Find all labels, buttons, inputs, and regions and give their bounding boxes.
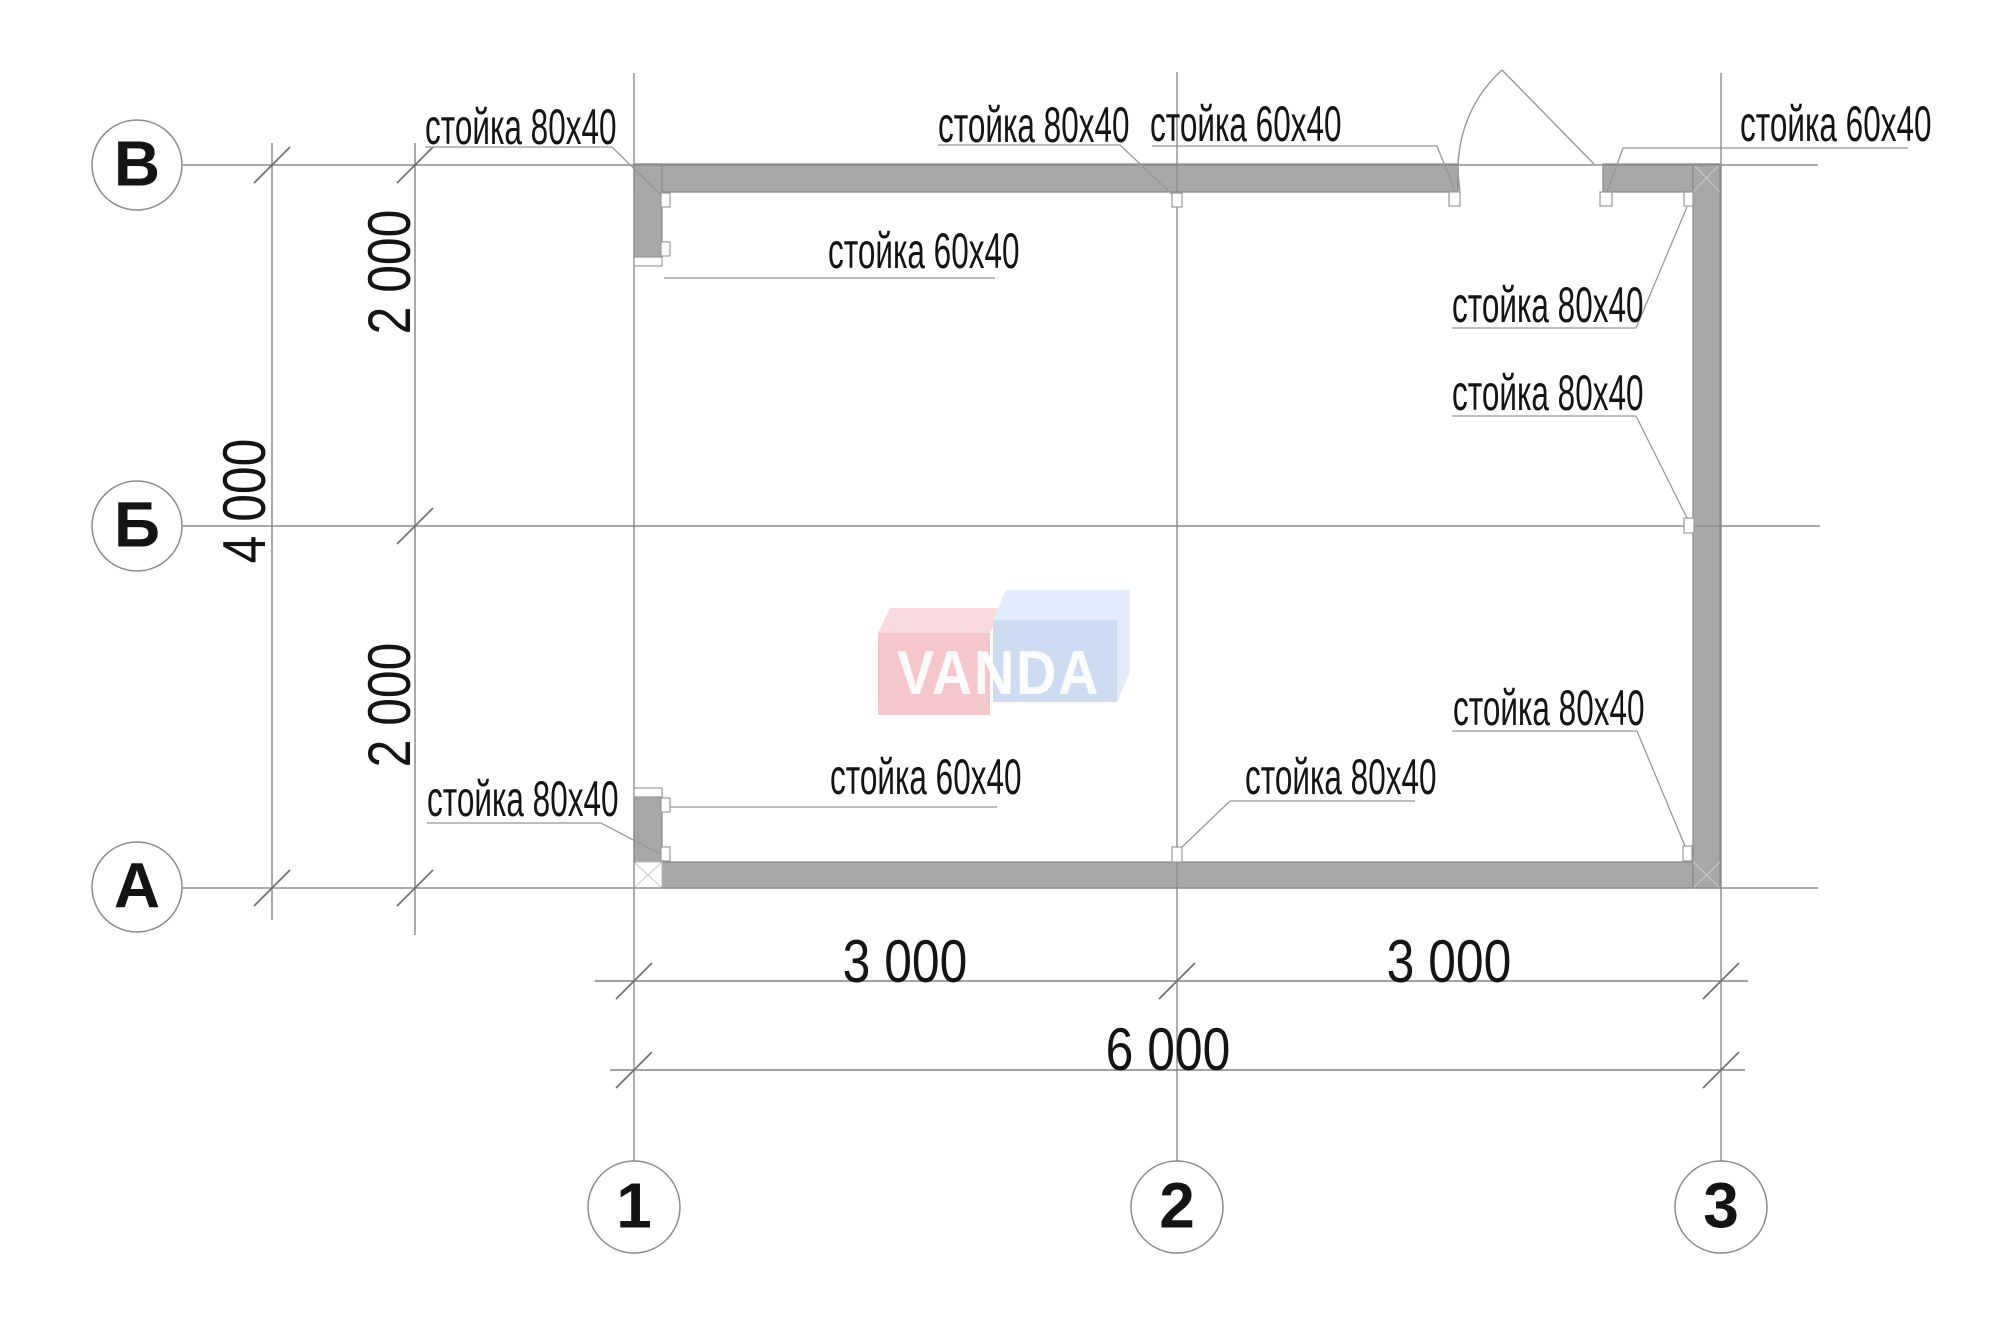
dimension-lines	[271, 143, 1748, 1071]
axis-label-col-2: 2	[1159, 1169, 1195, 1242]
stud-door-right	[1599, 191, 1613, 207]
dim-text-2000-bottom: 2 000	[356, 642, 423, 768]
leader-bottom-middle	[1179, 800, 1415, 850]
dim-text-3000-left: 3 000	[842, 928, 968, 995]
dim-text-4000: 4 000	[211, 438, 278, 564]
axis-label-col-3: 3	[1703, 1169, 1739, 1242]
axis-bubble-col-3	[1674, 1160, 1768, 1254]
stud-label-bottom-middle: стойка 80х40	[1245, 749, 1437, 805]
stud-bottom-left-lower	[660, 846, 671, 862]
logo-text: VANDA	[897, 639, 1101, 708]
wall-corner-junctions	[633, 163, 1721, 889]
dim-text-6000: 6 000	[1105, 1016, 1231, 1083]
axis-bubbles	[91, 119, 1768, 1254]
leader-right-lower	[1452, 415, 1688, 519]
stud-bottom-axis2	[1171, 846, 1183, 863]
axis-label-col-1: 1	[616, 1169, 652, 1242]
logo-blue-box	[993, 620, 1117, 702]
leader-top-left	[425, 146, 666, 200]
stud-top-left-lower	[660, 241, 671, 257]
wall-top-main	[633, 163, 1459, 193]
stud-door-left	[1448, 191, 1461, 207]
stud-bottom-right-corner	[1682, 845, 1693, 862]
axis-bubble-col-2	[1130, 1160, 1224, 1254]
door-arc	[1457, 69, 1503, 192]
axis-label-row-V: В	[113, 127, 161, 200]
stud-label-bottom-left: стойка 80х40	[427, 771, 619, 827]
stud-label-bottom-inner: стойка 60х40	[830, 749, 1022, 805]
stud-top-left-pier-end	[633, 256, 663, 267]
stud-label-right-upper: стойка 80х40	[1452, 277, 1644, 333]
leader-bottom-left	[427, 822, 665, 857]
stud-top-left-upper	[660, 192, 671, 208]
leader-lines	[425, 144, 1908, 857]
dim-text-2000-top: 2 000	[356, 209, 423, 335]
leader-top-middle	[938, 144, 1175, 197]
logo-blue-side-flap	[1117, 590, 1130, 702]
leader-top-far-right	[1606, 147, 1908, 193]
axis-bubble-row-V	[91, 119, 183, 211]
stud-label-top-far-right: стойка 60х40	[1740, 96, 1932, 152]
logo-watermark	[878, 590, 1130, 715]
stud-label-top-axis2-right: стойка 60х40	[1150, 96, 1342, 152]
axis-bubble-row-B	[91, 480, 183, 572]
axis-label-row-A: А	[113, 849, 161, 922]
axis-bubble-col-1	[587, 1160, 681, 1254]
axis-bubble-row-A	[91, 841, 183, 933]
stud-symbols	[633, 191, 1695, 863]
stud-right-axisB	[1683, 517, 1695, 534]
stud-label-top-left: стойка 80х40	[425, 99, 617, 155]
leader-bottom-right	[1452, 730, 1686, 847]
stud-bottom-left-upper	[660, 797, 671, 813]
logo-blue-top-flap	[993, 590, 1130, 620]
leader-top-axis2-right	[1152, 145, 1456, 192]
door-swing	[1457, 69, 1595, 192]
stud-label-top-left-inner: стойка 60х40	[828, 223, 1020, 279]
axis-lines	[182, 72, 1820, 1161]
leader-right-upper	[1452, 206, 1688, 329]
logo-pink-top-flap	[878, 608, 1002, 633]
door-leaf	[1501, 69, 1595, 165]
logo-pink-box	[878, 633, 990, 715]
stud-label-top-middle: стойка 80х40	[938, 97, 1130, 153]
stud-top-right-corner	[1683, 191, 1694, 207]
stud-bottom-left-pier-end	[633, 787, 663, 798]
stud-label-bottom-right: стойка 80х40	[1453, 680, 1645, 736]
dim-text-3000-right: 3 000	[1386, 928, 1512, 995]
stud-top-axis2	[1171, 192, 1183, 208]
axis-label-row-B: Б	[114, 488, 160, 561]
wall-top-left-pier	[633, 163, 663, 258]
dimension-ticks	[253, 146, 1740, 1089]
stud-label-right-lower: стойка 80х40	[1452, 365, 1644, 421]
